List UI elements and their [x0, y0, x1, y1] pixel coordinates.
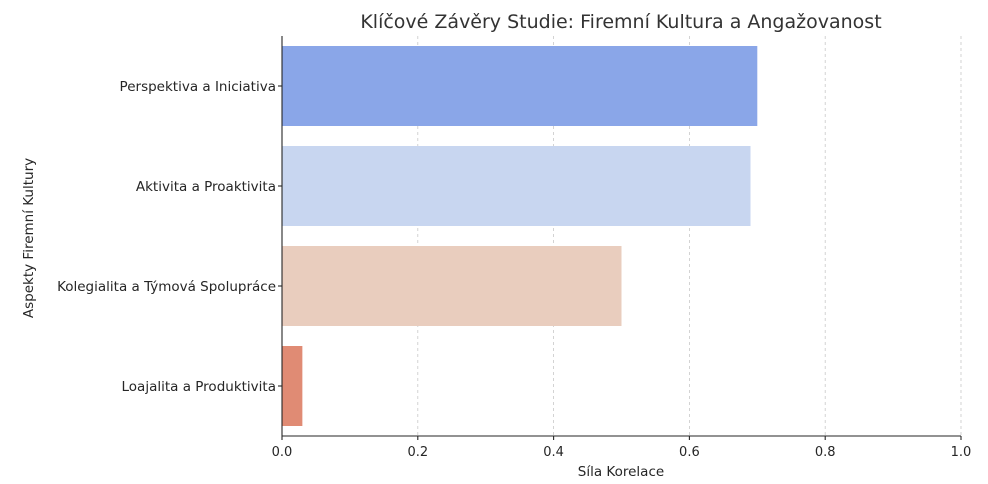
- bar: [282, 146, 751, 226]
- y-category-labels: Perspektiva a Iniciativa Aktivita a Proak…: [57, 79, 282, 395]
- x-tick-label: 0.4: [543, 445, 564, 460]
- x-tick-label: 0.8: [815, 445, 836, 460]
- x-tick-label: 0.6: [679, 445, 700, 460]
- bar: [282, 346, 303, 426]
- y-category-label: Aktivita a Proaktivita: [136, 179, 276, 195]
- x-tick-label: 1.0: [951, 445, 972, 460]
- bar: [282, 246, 622, 326]
- y-axis-title: Aspekty Firemní Kultury: [21, 158, 37, 318]
- bar: [282, 46, 758, 126]
- x-axis-title: Síla Korelace: [578, 464, 664, 480]
- bars: [282, 46, 758, 426]
- y-category-label: Loajalita a Produktivita: [122, 379, 276, 395]
- y-category-label: Perspektiva a Iniciativa: [120, 79, 276, 95]
- chart-title: Klíčové Závěry Studie: Firemní Kultura a…: [360, 11, 881, 33]
- x-tick-label: 0.0: [272, 445, 293, 460]
- y-category-label: Kolegialita a Týmová Spolupráce: [57, 279, 276, 295]
- x-tick-label: 0.2: [407, 445, 428, 460]
- x-ticks: 0.0 0.2 0.4 0.6 0.8 1.0: [272, 436, 972, 460]
